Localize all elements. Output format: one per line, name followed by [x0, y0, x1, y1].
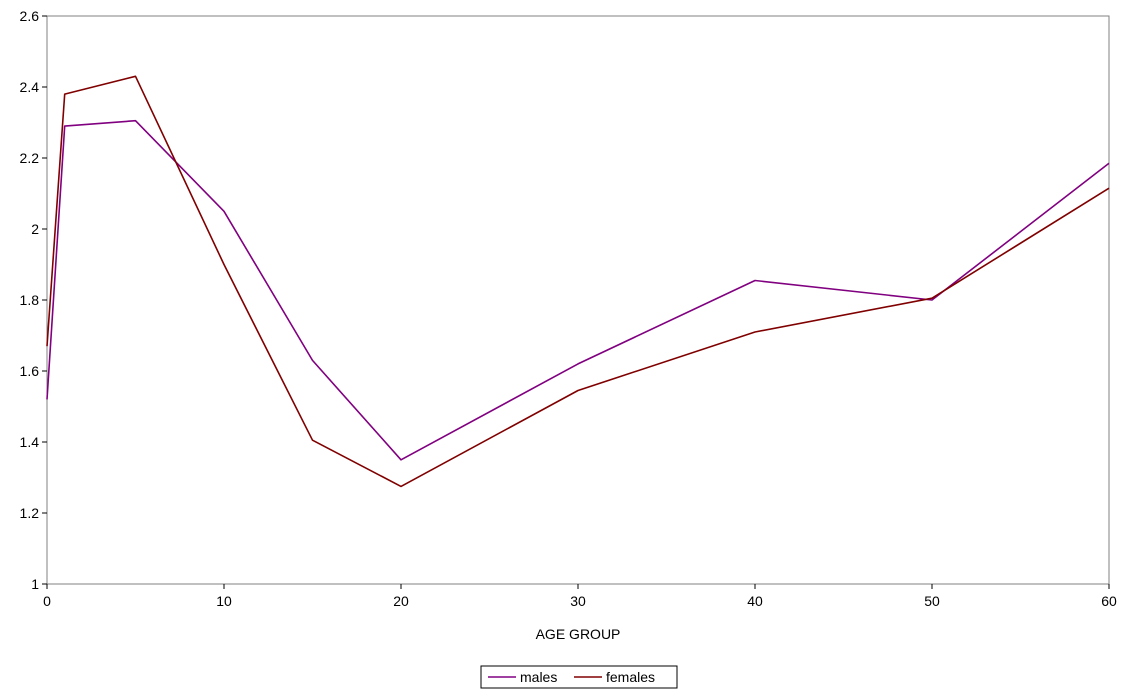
y-axis: 1 1.2 1.4 1.6 1.8 2 2.2 2.4 2.6	[20, 8, 47, 592]
x-tick-label: 0	[43, 593, 51, 609]
y-tick-label: 1.2	[20, 505, 40, 521]
series-layer	[46, 75, 1110, 488]
legend-label-males: males	[520, 669, 557, 685]
x-tick-label: 20	[393, 593, 409, 609]
x-axis-label: AGE GROUP	[536, 626, 621, 642]
y-tick-label: 1.6	[20, 363, 40, 379]
x-tick-label: 30	[570, 593, 586, 609]
legend: males females	[480, 665, 678, 689]
y-tick-label: 1.4	[20, 434, 40, 450]
x-axis: 0 10 20 30 40 50 60	[43, 584, 1117, 609]
y-tick-label: 2.4	[20, 79, 40, 95]
legend-label-females: females	[606, 669, 655, 685]
x-tick-label: 10	[216, 593, 232, 609]
x-tick-label: 60	[1101, 593, 1117, 609]
y-tick-label: 2.2	[20, 150, 40, 166]
series-line-males	[46, 119, 1110, 461]
y-tick-label: 2	[31, 221, 39, 237]
plot-area	[46, 15, 1110, 585]
y-tick-label: 1.8	[20, 292, 40, 308]
series-line-females	[46, 75, 1110, 488]
x-tick-label: 40	[747, 593, 763, 609]
y-tick-label: 1	[31, 576, 39, 592]
y-tick-label: 2.6	[20, 8, 40, 24]
x-tick-label: 50	[924, 593, 940, 609]
